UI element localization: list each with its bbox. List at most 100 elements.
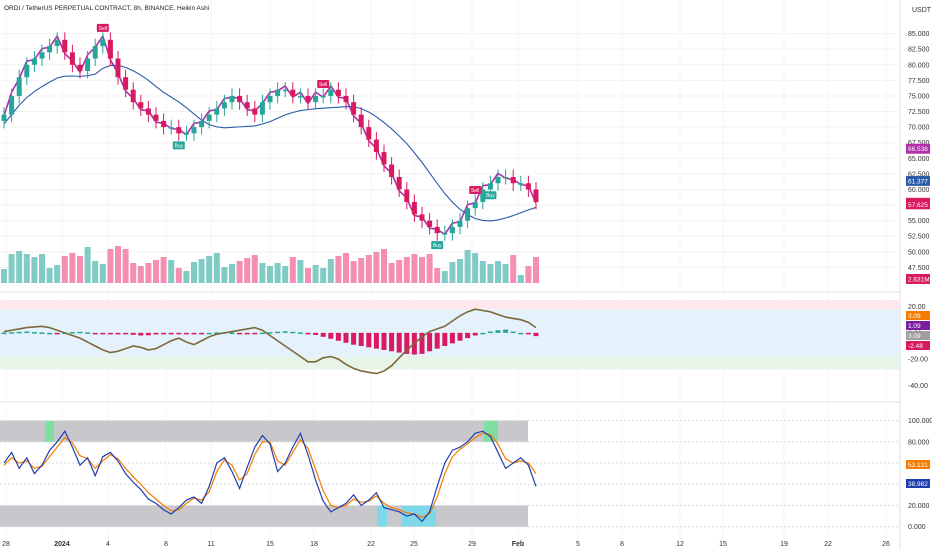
osc-bar [427, 332, 433, 352]
price-tick-label: 77.500 [908, 78, 930, 85]
volume-bar [434, 268, 441, 283]
candle-body [115, 58, 121, 78]
candle-body [533, 189, 539, 202]
ma-line [3, 64, 537, 222]
candle-body [267, 95, 273, 103]
volume-bar [1, 269, 7, 283]
signal-text: Sell [319, 82, 327, 88]
osc-bar [85, 332, 91, 334]
volume-bar [221, 267, 228, 283]
volume-bar [426, 254, 433, 283]
candle-body [419, 214, 425, 221]
volume-bar [23, 254, 30, 283]
osc-bar [47, 332, 53, 335]
price-tick-label: 52.500 [908, 234, 930, 241]
osc-bar [487, 331, 493, 334]
candle-body [252, 108, 258, 115]
volume-bar [441, 271, 448, 283]
osc-bar [92, 332, 98, 335]
oversold-highlight [377, 505, 387, 527]
time-tick-label: 22 [367, 541, 375, 548]
candle-body [39, 52, 45, 59]
candle-body [411, 201, 417, 215]
signal-badge [317, 79, 330, 88]
osc-tag-text: 1.09 [908, 323, 921, 330]
symbol-title: ORDI / TetherUS PERPETUAL CONTRACT, 8h, … [4, 5, 209, 12]
candle-body [85, 58, 91, 71]
value-tags: 66.53861.37757.86157.6252.631M3.091.093.… [906, 143, 930, 488]
osc-bar [297, 332, 303, 334]
osc-tag-text: -2.48 [908, 343, 923, 350]
osc-tick-label: 20.00 [908, 304, 926, 311]
candle-body [404, 189, 410, 202]
time-tick-label: 2024 [54, 541, 70, 548]
volume-bar [487, 264, 494, 283]
volume-bar [153, 260, 159, 283]
signal-badge [469, 185, 482, 194]
osc-bar [525, 332, 531, 335]
candle-body [77, 64, 83, 71]
volume-bar [449, 262, 456, 283]
osc-bar [449, 332, 455, 344]
time-tick-label: 5 [576, 541, 580, 548]
osc-bar [107, 332, 113, 335]
osc-tick-label: -20.00 [908, 357, 928, 364]
signal-badge [96, 23, 109, 32]
volume-bar [61, 256, 68, 283]
os-zone [0, 356, 900, 370]
volume-bar [327, 259, 334, 283]
ob-zone [0, 300, 900, 310]
volume-bar [69, 253, 76, 283]
candle-body [191, 127, 197, 134]
volume-bar [213, 253, 220, 283]
volume-bar [137, 266, 144, 283]
volume-bar [411, 254, 418, 283]
candle-body [487, 183, 493, 190]
osc-bar [503, 329, 509, 333]
osc-bar [305, 332, 311, 335]
osc-tag [906, 321, 930, 330]
candle-body [54, 39, 60, 47]
candle-body [199, 120, 205, 128]
stoch-tag-text: 38.982 [908, 481, 928, 488]
time-tick-label: 25 [410, 541, 418, 548]
candle-body [373, 139, 379, 153]
volume-bar [533, 257, 539, 283]
candle-body [335, 89, 341, 96]
candle-body [457, 220, 463, 227]
osc-bar [161, 332, 167, 335]
time-axis[interactable]: 28 2024 4 8 11 15 18 22 25 29 Feb 5 8 12 15 19 22 26 [2, 541, 890, 548]
time-tick-label: 8 [164, 541, 168, 548]
price-tick-label: 55.000 [908, 218, 930, 225]
osc-bar [381, 332, 387, 350]
osc-bar [366, 332, 372, 348]
osc-bar [533, 332, 539, 337]
candle-body [244, 102, 250, 109]
volume-tag-text: 2.631M [908, 277, 930, 284]
volume-bar [92, 261, 99, 283]
price-tick-label: 62.500 [908, 171, 930, 178]
osc-tag [906, 331, 930, 340]
volume-bar [160, 257, 167, 283]
volume-bar [350, 261, 357, 283]
volume-bar [8, 254, 15, 283]
stoch-line [3, 432, 537, 518]
price-axis[interactable]: 85.000 82.500 80.000 77.500 75.000 72.500 70.0… [908, 31, 932, 531]
volume-bar [502, 264, 509, 283]
candle-body [449, 226, 455, 234]
osc-bar [313, 332, 319, 335]
volume-bar [236, 261, 243, 283]
volume-bar [396, 260, 403, 283]
price-tag-text: 61.377 [908, 178, 928, 185]
volume-bar [320, 268, 327, 283]
time-tick-label: 15 [719, 541, 727, 548]
osc-bar [24, 331, 30, 334]
price-tick-label: 47.500 [908, 265, 930, 272]
price-tag [906, 175, 930, 186]
volume-bar [365, 255, 372, 283]
candle-body [328, 89, 334, 96]
signal-text: Buy [433, 243, 442, 249]
osc-bar [214, 332, 220, 334]
osc-tag-text: 3.09 [908, 333, 921, 340]
